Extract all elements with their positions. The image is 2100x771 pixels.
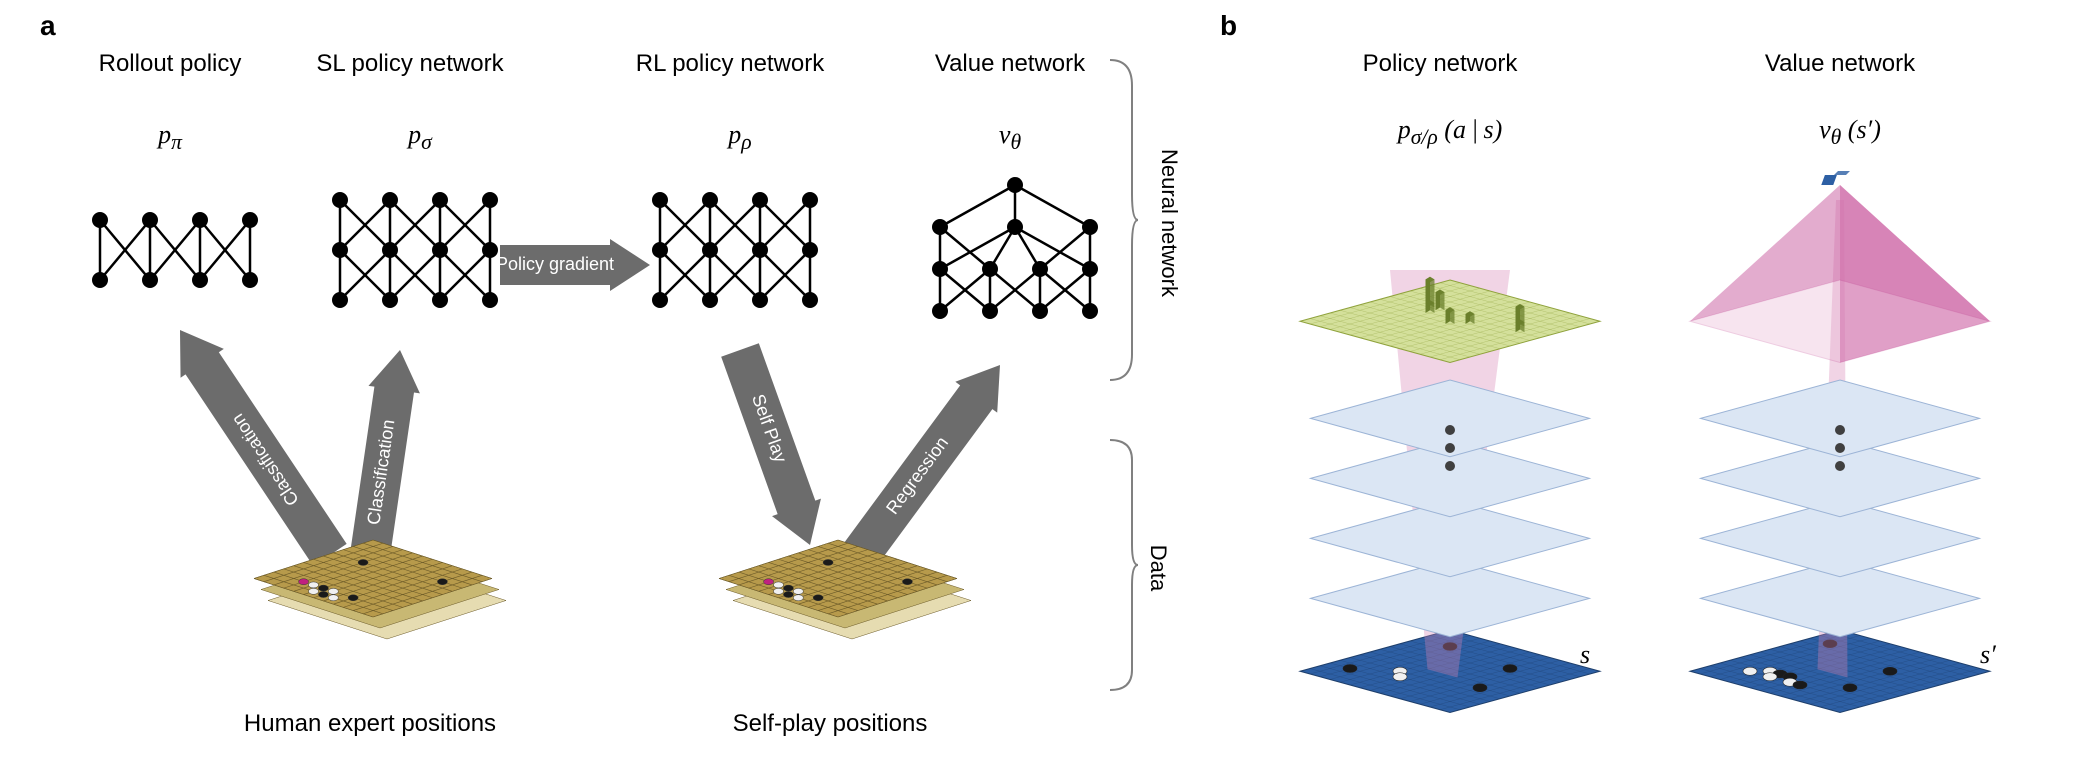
caption-selfplay: Self-play positions <box>680 710 980 738</box>
bracket-label-nn: Neural network <box>1156 149 1182 297</box>
state-label-s: s <box>1580 640 1590 670</box>
board-human <box>275 520 475 700</box>
panel-b-label: b <box>1220 10 1237 42</box>
arrow-regression: Regression <box>0 0 1200 771</box>
state-label-sprime: s′ <box>1980 640 1996 670</box>
board-selfplay <box>740 520 940 700</box>
bracket-label-data: Data <box>1145 545 1171 591</box>
caption-human: Human expert positions <box>200 710 540 738</box>
formula-value-b: νθ (s′) <box>1770 115 1930 150</box>
bracket-nn <box>1110 60 1140 380</box>
col-title-value-b: Value network <box>1720 50 1960 78</box>
bracket-data <box>1110 440 1140 690</box>
formula-policy-b: pσ/ρ (a | s) <box>1350 115 1550 150</box>
col-title-policy-b: Policy network <box>1320 50 1560 78</box>
